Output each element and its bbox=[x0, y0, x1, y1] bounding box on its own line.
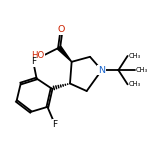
Polygon shape bbox=[57, 46, 72, 62]
Text: F: F bbox=[52, 120, 57, 129]
Text: CH₃: CH₃ bbox=[128, 81, 141, 87]
Text: HO: HO bbox=[31, 51, 44, 60]
Text: CH₃: CH₃ bbox=[136, 67, 148, 73]
Text: N: N bbox=[98, 66, 105, 75]
Text: O: O bbox=[58, 25, 65, 34]
Text: F: F bbox=[31, 57, 36, 66]
Text: CH₃: CH₃ bbox=[128, 53, 141, 59]
